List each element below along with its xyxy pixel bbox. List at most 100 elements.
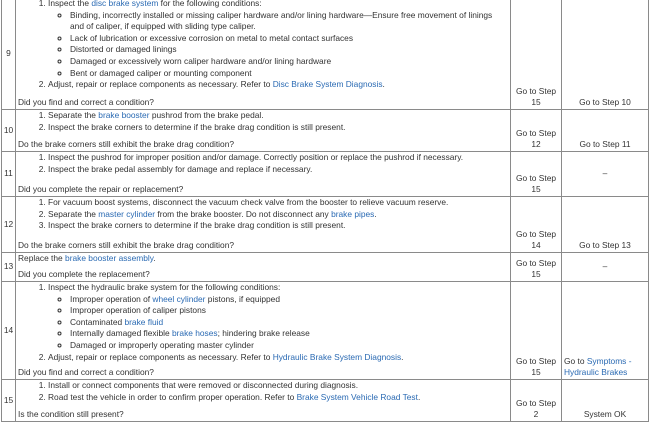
reference-link[interactable]: Hydraulic Brake System Diagnosis (272, 351, 402, 362)
condition-item: Damaged or improperly operating master c… (70, 340, 508, 352)
instruction-list: Inspect the hydraulic brake system for t… (18, 282, 508, 363)
instructions: Replace the brake booster assembly. (18, 253, 508, 265)
reference-link[interactable]: master cylinder (98, 208, 156, 219)
reference-link[interactable]: brake booster (98, 110, 150, 120)
no-result: System OK (561, 379, 649, 422)
table-row: 9 Inspect the disc brake system for the f… (1, 0, 649, 110)
text-segment: Bent or damaged caliper or mounting comp… (70, 67, 252, 78)
text-segment: Internally damaged flexible (70, 328, 172, 339)
no-result: Go to Step 11 (561, 109, 649, 152)
condition-item: Internally damaged flexible brake hoses;… (70, 328, 508, 340)
instructions: Inspect the pushrod for improper positio… (18, 152, 508, 175)
text-segment: Adjust, repair or replace components as … (48, 79, 273, 90)
instruction-item: Install or connect components that were … (48, 380, 508, 392)
yes-result: Go to Step 2 (510, 379, 562, 422)
instructions: For vacuum boost systems, disconnect the… (18, 197, 508, 232)
text-segment: Lack of lubrication or excessive corrosi… (70, 32, 354, 43)
no-result: – (561, 151, 649, 197)
reference-link[interactable]: disc brake system (91, 0, 159, 8)
step-question: Did you find and correct a condition? (18, 367, 154, 378)
reference-link[interactable]: brake fluid (124, 316, 164, 327)
condition-item: Improper operation of wheel cylinder pis… (70, 294, 508, 306)
instruction-item: Adjust, repair or replace components as … (48, 79, 508, 91)
condition-item: Improper operation of caliper pistons (70, 305, 508, 317)
reference-link[interactable]: Brake System Vehicle Road Test (296, 391, 418, 402)
text-segment: Inspect the brake corners to determine i… (48, 121, 346, 132)
table-row: 15 Install or connect components that wer… (1, 379, 649, 422)
text-segment: Go to (564, 355, 587, 366)
step-number: 11 (1, 151, 16, 197)
step-number: 9 (1, 0, 16, 110)
text-segment: System OK (583, 409, 627, 420)
text-segment: . (401, 351, 404, 362)
instruction-list: Inspect the disc brake system for the fo… (18, 0, 508, 91)
table-row: 12 For vacuum boost systems, disconnect t… (1, 196, 649, 253)
yes-result: Go to Step 15 (510, 252, 562, 282)
instructions: Install or connect components that were … (18, 380, 508, 403)
text-segment: Improper operation of caliper pistons (70, 305, 206, 316)
instruction-item: For vacuum boost systems, disconnect the… (48, 197, 508, 209)
instruction-list: Inspect the pushrod for improper positio… (18, 152, 508, 175)
instruction-item: Inspect the brake pedal assembly for dam… (48, 164, 508, 176)
table-row: 11 Inspect the pushrod for improper posit… (1, 151, 649, 197)
reference-link[interactable]: brake hoses (171, 328, 218, 339)
step-question: Do the brake corners still exhibit the b… (18, 139, 235, 150)
text-segment: Separate the (48, 208, 99, 219)
reference-link[interactable]: Disc Brake System Diagnosis (272, 79, 383, 90)
text-segment: Separate the (48, 110, 99, 120)
text-segment: Contaminated (70, 316, 125, 327)
text-segment: Inspect the pushrod for improper positio… (48, 152, 464, 162)
reference-link[interactable]: wheel cylinder (152, 293, 206, 304)
yes-result: Go to Step 14 (510, 196, 562, 253)
instruction-item: Inspect the hydraulic brake system for t… (48, 282, 508, 352)
reference-link[interactable]: brake booster assembly (65, 253, 154, 263)
step-number: 12 (1, 196, 16, 253)
text-segment: for the following conditions: (158, 0, 262, 8)
table-row: 10 Separate the brake booster pushrod fro… (1, 109, 649, 152)
text-segment: Road test the vehicle in order to confir… (48, 391, 297, 402)
step-action: Inspect the pushrod for improper positio… (15, 151, 511, 197)
no-result: Go to Step 13 (561, 196, 649, 253)
instructions: Inspect the disc brake system for the fo… (18, 0, 508, 91)
instruction-item: Inspect the pushrod for improper positio… (48, 152, 508, 164)
text-segment: Inspect the brake pedal assembly for dam… (48, 163, 313, 174)
text-segment: from the brake booster. Do not disconnec… (155, 208, 332, 219)
yes-result: Go to Step 15 (510, 281, 562, 380)
no-result: Go to Symptoms - Hydraulic Brakes (561, 281, 649, 380)
step-question: Did you complete the replacement? (18, 269, 150, 280)
step-action: Replace the brake booster assembly. Did y… (15, 252, 511, 282)
instruction-item: Separate the master cylinder from the br… (48, 209, 508, 221)
step-action: Separate the brake booster pushrod from … (15, 109, 511, 152)
text-segment: – (602, 261, 608, 272)
instructions: Separate the brake booster pushrod from … (18, 110, 508, 133)
text-segment: Go to Step 11 (579, 139, 631, 150)
text-segment: Binding, incorrectly installed or missin… (70, 9, 493, 32)
yes-result: Go to Step 15 (510, 151, 562, 197)
table-row: 13 Replace the brake booster assembly. Did… (1, 252, 649, 282)
instruction-item: Separate the brake booster pushrod from … (48, 110, 508, 122)
text-segment: . (382, 79, 385, 90)
step-action: For vacuum boost systems, disconnect the… (15, 196, 511, 253)
step-question: Did you find and correct a condition? (18, 97, 154, 108)
text-segment: Improper operation of (70, 293, 153, 304)
text-segment: Damaged or improperly operating master c… (70, 339, 254, 350)
text-segment: Inspect the hydraulic brake system for t… (48, 282, 281, 292)
text-segment: Adjust, repair or replace components as … (48, 351, 273, 362)
condition-item: Binding, incorrectly installed or missin… (70, 10, 508, 33)
instruction-list: Separate the brake booster pushrod from … (18, 110, 508, 133)
step-number: 15 (1, 379, 16, 422)
text-segment: . (374, 208, 377, 219)
instruction-item: Inspect the brake corners to determine i… (48, 122, 508, 134)
reference-link[interactable]: brake pipes (331, 208, 375, 219)
yes-result: Go to Step 15 (510, 0, 562, 110)
step-action: Inspect the disc brake system for the fo… (15, 0, 511, 110)
condition-list: Binding, incorrectly installed or missin… (48, 10, 508, 80)
yes-result: Go to Step 12 (510, 109, 562, 152)
condition-item: Bent or damaged caliper or mounting comp… (70, 68, 508, 80)
instruction-item: Inspect the disc brake system for the fo… (48, 0, 508, 79)
instructions: Inspect the hydraulic brake system for t… (18, 282, 508, 363)
instruction-list: Install or connect components that were … (18, 380, 508, 403)
reference-link[interactable]: Symptoms - Hydraulic Brakes (564, 355, 632, 378)
condition-item: Lack of lubrication or excessive corrosi… (70, 33, 508, 45)
